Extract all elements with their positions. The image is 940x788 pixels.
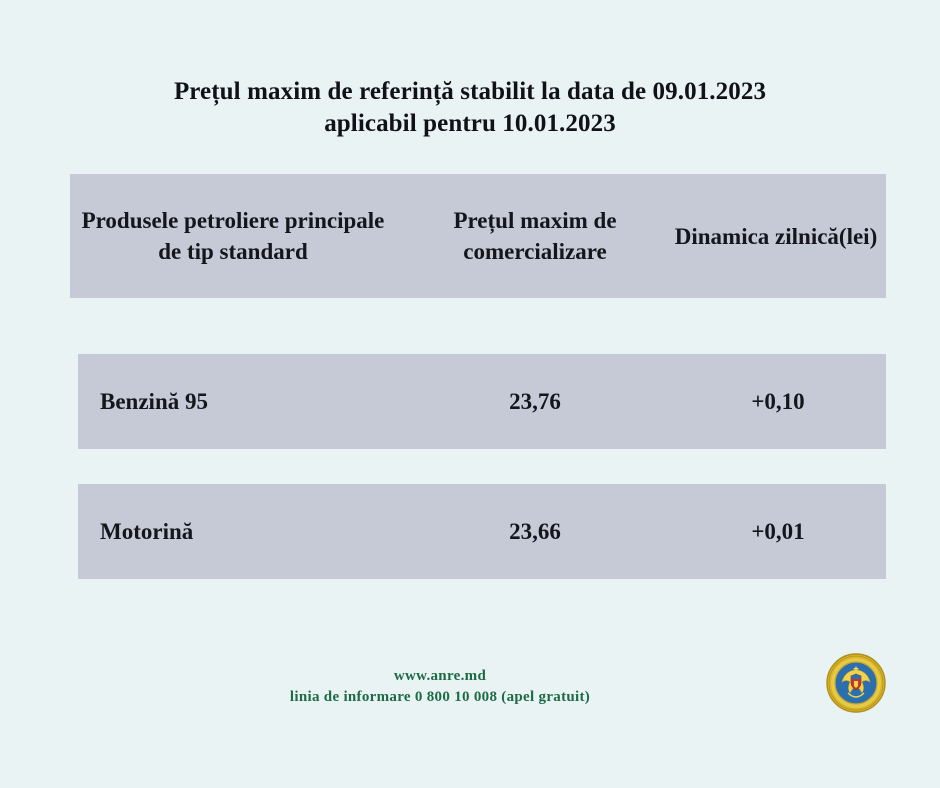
cell-max-price: 23,66 xyxy=(509,518,561,544)
page-title: Prețul maxim de referință stabilit la da… xyxy=(0,76,940,140)
fuel-price-table: Produsele petroliere principale de tip s… xyxy=(70,174,886,579)
footer: www.anre.md linia de informare 0 800 10 … xyxy=(0,666,880,708)
column-header-price: Prețul maxim de comercializare xyxy=(453,208,617,264)
cell-daily-change: +0,10 xyxy=(751,388,805,414)
cell-product-name: Benzină 95 xyxy=(100,388,208,414)
footer-infoline: linia de informare 0 800 10 008 (apel gr… xyxy=(289,689,591,705)
title-line-2: aplicabil pentru 10.01.2023 xyxy=(324,110,616,137)
column-header-product: Produsele petroliere principale de tip s… xyxy=(81,208,385,264)
cell-daily-change: +0,01 xyxy=(751,518,805,544)
header-gap xyxy=(70,298,886,354)
table-header-row: Produsele petroliere principale de tip s… xyxy=(70,174,886,298)
table-row: Motorină 23,66 +0,01 xyxy=(78,484,886,579)
cell-product-name: Motorină xyxy=(100,518,194,544)
title-line-1: Prețul maxim de referință stabilit la da… xyxy=(173,78,767,105)
footer-website: www.anre.md xyxy=(393,668,487,684)
table-row: Benzină 95 23,76 +0,10 xyxy=(78,354,886,449)
row-gap xyxy=(70,449,886,484)
anre-emblem-logo xyxy=(826,653,886,713)
column-header-delta: Dinamica zilnică(lei) xyxy=(674,223,878,249)
cell-max-price: 23,76 xyxy=(509,388,561,414)
